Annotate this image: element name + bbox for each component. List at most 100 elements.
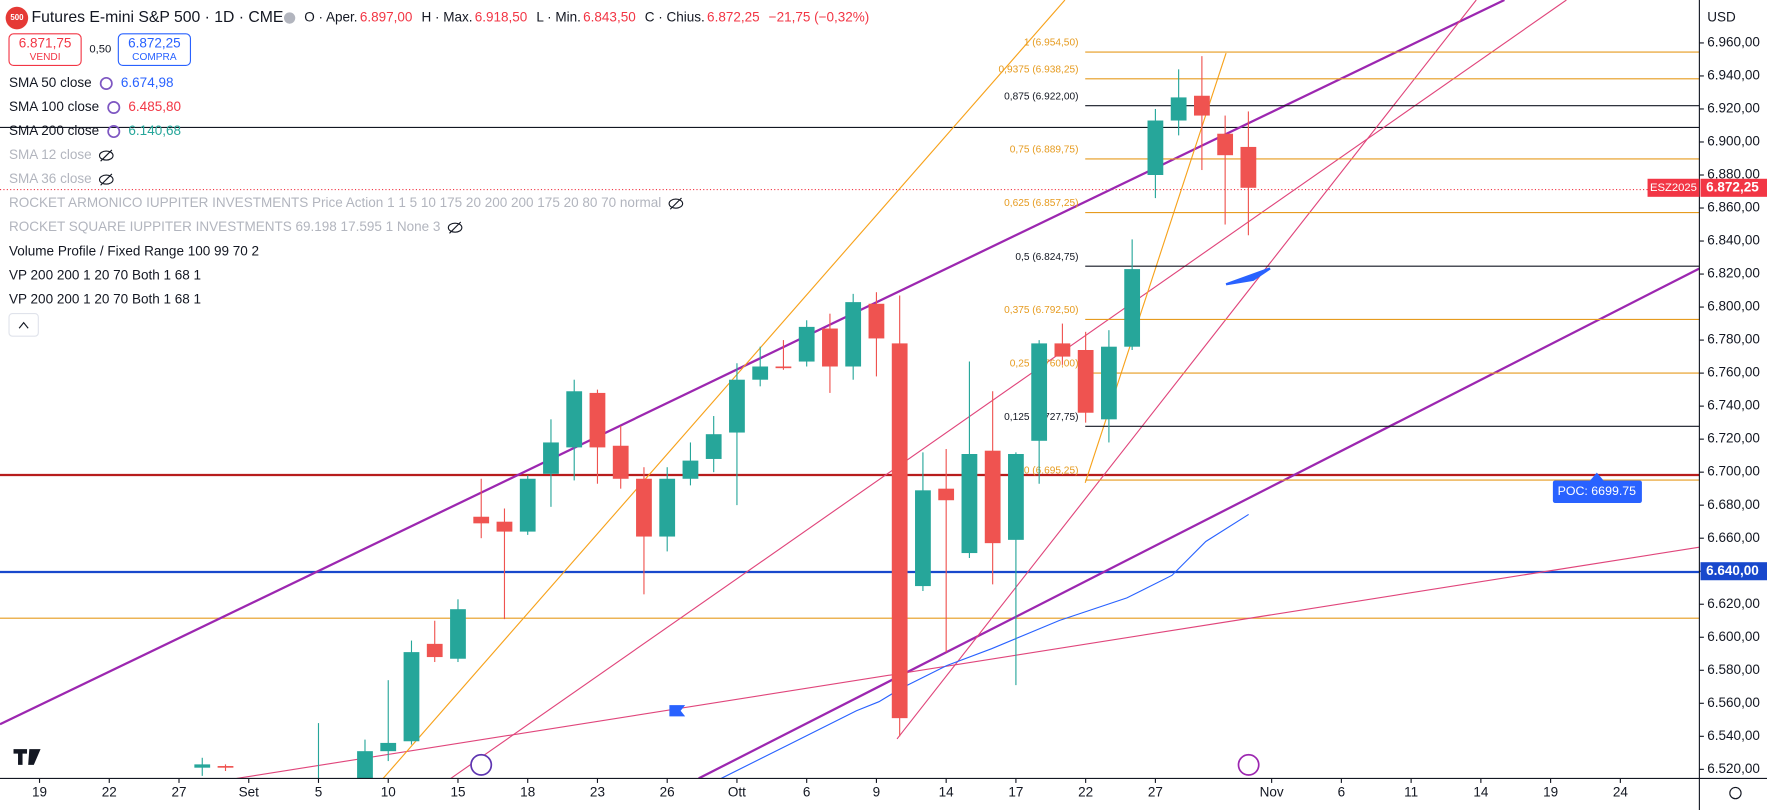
price-tag	[1700, 562, 1767, 581]
x-tick-label: 5	[315, 785, 323, 800]
x-tick-label: 14	[939, 785, 955, 800]
ohlc-text: C · Chius.	[645, 10, 705, 25]
candle-body	[1147, 120, 1164, 175]
poc-label: POC: 6699.75	[1558, 484, 1637, 498]
candle-body	[798, 326, 815, 362]
tv-logo	[13, 749, 41, 765]
x-tick-label: 22	[102, 785, 117, 800]
buy-label: COMPRA	[132, 52, 177, 63]
indicator-name[interactable]: SMA 50 close	[9, 75, 92, 90]
logo-text: 500	[10, 13, 24, 22]
indicator-name[interactable]: SMA 12 close	[9, 147, 92, 162]
x-tick-label: Ott	[728, 785, 746, 800]
indicator-name[interactable]: SMA 200 close	[9, 123, 99, 138]
fib-label: 1 (6.954,50)	[1024, 38, 1079, 49]
trend-line	[450, 0, 1567, 779]
fib-label: 0,9375 (6.938,25)	[999, 64, 1079, 75]
y-tick-label: 6.520,00	[1707, 761, 1760, 776]
indicator-name[interactable]: VP 200 200 1 20 70 Both 1 68 1	[9, 267, 201, 282]
ohlc-text: −21,75 (−0,32%)	[769, 10, 870, 25]
y-tick-label: 6.660,00	[1707, 530, 1760, 545]
trend-line	[698, 267, 1700, 779]
candle-body	[380, 742, 397, 752]
y-tick-label: 6.780,00	[1707, 332, 1760, 347]
candle-body	[589, 392, 606, 448]
hidden-icon-slash	[669, 197, 682, 210]
x-tick-label: 19	[32, 785, 47, 800]
candle-body	[1194, 95, 1210, 116]
candle-body	[938, 488, 955, 501]
ohlc-text: 6.872,25	[707, 10, 760, 25]
x-tick-label: 27	[171, 785, 186, 800]
indicator-value: 6.674,98	[121, 75, 174, 90]
buy-button[interactable]	[117, 33, 192, 66]
trend-line	[0, 0, 1505, 726]
settings-icon[interactable]	[1729, 786, 1742, 800]
sell-button[interactable]	[8, 33, 82, 66]
candle-body	[1124, 269, 1141, 347]
candle-body	[705, 434, 722, 459]
fib-label: 0,875 (6.922,00)	[1004, 91, 1078, 102]
symbol-tag-label: ESZ2025	[1650, 182, 1697, 194]
hidden-icon-slash	[100, 173, 113, 186]
candle-body	[543, 442, 559, 474]
y-tick-label: 6.700,00	[1707, 464, 1760, 479]
candle-body	[868, 303, 885, 339]
poc-box	[1552, 480, 1642, 504]
y-tick-label: 6.960,00	[1707, 34, 1760, 49]
bottom-icons	[13, 749, 1742, 800]
y-tick-label: 6.880,00	[1707, 167, 1760, 182]
indicator-value: 6.140,68	[128, 123, 181, 138]
x-tick-label: 6	[803, 785, 811, 800]
indicator-name[interactable]: ROCKET SQUARE IUPPITER INVESTMENTS 69.19…	[9, 219, 440, 234]
symbol-title[interactable]: Futures E-mini S&P 500 · 1D · CME	[32, 9, 284, 26]
trend-line	[236, 546, 1700, 779]
currency[interactable]: USD	[1707, 10, 1736, 25]
x-tick-label: 14	[1473, 785, 1489, 800]
ohlc-text: L · Min.	[536, 10, 581, 25]
candle-body	[496, 521, 513, 532]
collapse-button[interactable]	[8, 313, 39, 337]
candle-body	[1101, 346, 1117, 420]
x-tick-label: 22	[1078, 785, 1093, 800]
indicator-name[interactable]: Volume Profile / Fixed Range 100 99 70 2	[9, 243, 259, 258]
indicator-name[interactable]: ROCKET ARMONICO IUPPITER INVESTMENTS Pri…	[9, 195, 661, 210]
indicator-icon	[107, 125, 121, 139]
event-icon[interactable]	[1237, 753, 1260, 776]
x-tick-label: 23	[590, 785, 605, 800]
status-dot	[283, 12, 296, 24]
indicator-name[interactable]: SMA 100 close	[9, 99, 99, 114]
candle-body	[845, 302, 862, 367]
candle-body	[984, 450, 1001, 544]
ohlc-text: 6.897,00	[360, 10, 413, 25]
event-icon[interactable]	[470, 753, 493, 776]
candle-body	[961, 454, 978, 554]
fib-label: 0,375 (6.792,50)	[1004, 305, 1078, 316]
candle-body	[1240, 146, 1257, 188]
trend-line	[896, 0, 1477, 740]
indicator-name[interactable]: SMA 36 close	[9, 171, 92, 186]
candle-body	[426, 643, 443, 658]
candle-body	[612, 445, 629, 479]
x-tick-label: 18	[520, 785, 535, 800]
y-tick-label: 6.680,00	[1707, 497, 1760, 512]
price-tag-label: 6.872,25	[1706, 179, 1759, 194]
ohlc-text: 6.918,50	[475, 10, 528, 25]
candle-body	[1031, 343, 1048, 441]
y-tick-label: 6.760,00	[1707, 365, 1760, 380]
x-tick-label: 19	[1543, 785, 1558, 800]
sell-label: VENDI	[30, 52, 61, 63]
poc-marker	[1590, 472, 1604, 481]
ohlc-text: 6.843,50	[583, 10, 636, 25]
sell-price: 6.871,75	[19, 36, 72, 51]
price-tag-label: 6.640,00	[1706, 563, 1759, 578]
ohlc-text: O · Aper.	[304, 10, 357, 25]
indicator-name[interactable]: VP 200 200 1 20 70 Both 1 68 1	[9, 291, 201, 306]
y-tick-label: 6.800,00	[1707, 299, 1760, 314]
y-tick-label: 6.920,00	[1707, 101, 1760, 116]
y-tick-label: 6.720,00	[1707, 431, 1760, 446]
y-tick-label: 6.600,00	[1707, 629, 1760, 644]
hidden-icon-slash	[449, 221, 462, 234]
candle-body	[682, 460, 699, 479]
x-tick-label: 11	[1404, 785, 1418, 800]
